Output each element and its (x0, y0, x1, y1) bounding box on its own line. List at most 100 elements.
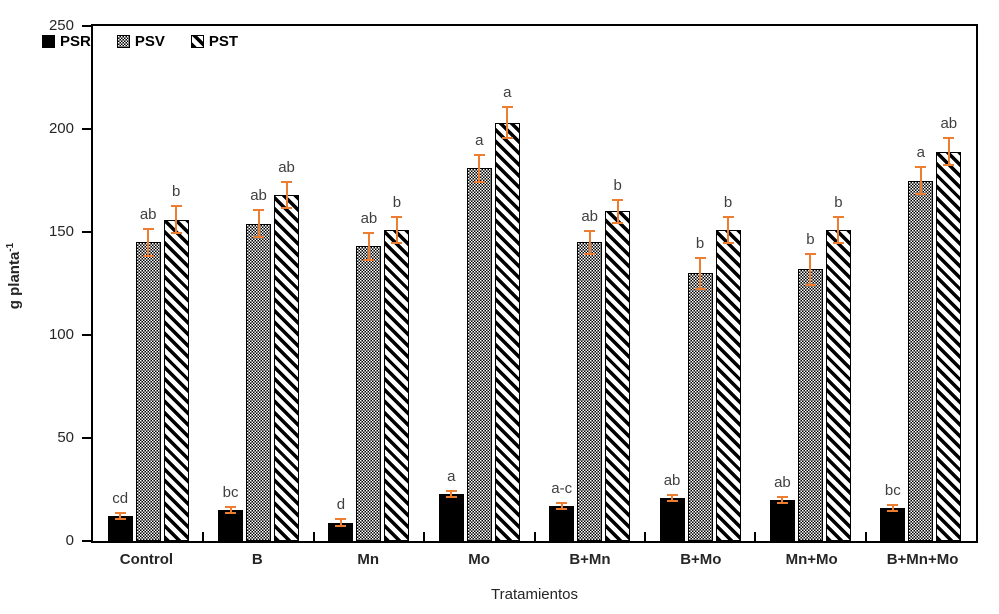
x-axis-category-labels: Control B Mn Mo B+Mn B+Mo Mn+Mo B+Mn+Mo (91, 551, 978, 568)
bar-slot-PSR-Mn: d (328, 26, 354, 541)
psr-swatch-icon (42, 35, 55, 48)
sig-letter-PST-Mn: b (392, 193, 402, 211)
sig-letter-PST-B+Mn: b (613, 177, 622, 194)
bar-PST-Control (163, 219, 189, 541)
error-bar-PST-Mo (501, 106, 513, 140)
y-axis-title-superscript: -1 (5, 242, 16, 252)
bar-group-Mn: d ab b (314, 26, 424, 541)
error-cap-bottom (391, 242, 403, 245)
sig-letter-PSV-Mn: ab (360, 210, 378, 227)
error-line (588, 230, 591, 255)
legend: PSR PSV PST (42, 33, 238, 50)
bar-slot-PSR-B+Mn: a-c (549, 26, 575, 541)
bar-PSR-B+Mn (549, 506, 575, 541)
legend-item-pst: PST (190, 33, 238, 50)
error-bar-PST-B+Mn+Mo (943, 137, 955, 167)
legend-item-psr: PSR (42, 33, 91, 50)
bar-slot-PST-B+Mn+Mo: ab (936, 26, 962, 541)
legend-item-psv: PSV (116, 33, 165, 50)
sig-letter-PST-Control: b (172, 183, 181, 201)
bar-slot-PST-Mo: a (494, 26, 520, 541)
bar-group-Mn+Mo: ab b b (755, 26, 865, 541)
bar-PSR-B+Mo (659, 497, 685, 541)
bar-slot-PSV-Mn+Mo: b (797, 26, 823, 541)
error-cap-bottom (363, 258, 375, 261)
bar-slot-PSR-Mn+Mo: ab (769, 26, 795, 541)
bar-slot-PSV-B+Mn: ab (577, 26, 603, 541)
bar-PSR-B (218, 510, 244, 541)
y-axis-tick (82, 128, 91, 130)
error-cap-bottom (253, 236, 265, 239)
y-axis-label-50: 50 (57, 429, 74, 446)
bar-PSV-Mn (356, 246, 382, 541)
bar-PSV-Control (135, 242, 161, 541)
bar-slot-PSV-B+Mn+Mo: a (908, 26, 934, 541)
bar-PST-Mn+Mo (825, 229, 851, 541)
sig-letter-PSV-B+Mo: b (695, 234, 705, 252)
error-cap-bottom (832, 242, 844, 245)
bar-slot-PSV-B: ab (246, 26, 272, 541)
error-bar-PSV-Mn (363, 232, 375, 261)
error-bar-PSR-B+Mo (666, 493, 678, 502)
error-cap-bottom (473, 180, 485, 183)
y-axis-label-150: 150 (48, 223, 74, 240)
bar-PSR-Mo (438, 493, 464, 541)
error-bar-PSV-B+Mn+Mo (915, 166, 927, 195)
bar-slot-PSV-B+Mo: b (687, 26, 713, 541)
bar-slot-PST-Mn: b (384, 26, 410, 541)
bar-PSV-B+Mo (687, 273, 713, 541)
error-line (339, 518, 342, 527)
error-line (257, 209, 260, 239)
error-bar-PST-B+Mo (722, 215, 734, 245)
bar-slot-PST-B+Mo: b (715, 26, 741, 541)
bar-PSV-Mn+Mo (797, 269, 823, 541)
error-bar-PSV-Mo (473, 153, 485, 183)
sig-letter-PST-Mn+Mo: b (834, 193, 843, 211)
error-cap-bottom (943, 164, 955, 167)
error-cap-bottom (114, 518, 126, 521)
error-cap-bottom (584, 252, 596, 255)
sig-letter-PSV-Mn+Mo: b (806, 230, 815, 248)
x-axis-tick (754, 532, 757, 541)
error-bar-PSR-Mn (335, 518, 347, 527)
bar-slot-PSV-Mo: a (466, 26, 492, 541)
error-cap-bottom (666, 499, 678, 502)
bar-slot-PSV-Mn: ab (356, 26, 382, 541)
error-bar-PSV-B (253, 209, 265, 239)
bar-PSV-Mo (466, 168, 492, 541)
sig-letter-PST-Mo: a (503, 84, 512, 102)
bar-PST-Mn (384, 229, 410, 541)
sig-letter-PST-B: ab (278, 158, 295, 176)
bar-slot-PST-Control: b (163, 26, 189, 541)
bar-PST-B+Mn+Mo (936, 151, 962, 541)
error-line (450, 489, 453, 498)
error-line (478, 153, 481, 183)
x-category-label-Control: Control (119, 551, 174, 568)
x-category-label-B+Mo: B+Mo (680, 551, 722, 568)
bar-group-B: bc ab ab (203, 26, 313, 541)
y-axis-label-100: 100 (48, 326, 74, 343)
sig-letter-PSR-B+Mn+Mo: bc (884, 481, 901, 499)
bar-slot-PSV-Control: ab (135, 26, 161, 541)
bar-PSV-B+Mn (577, 242, 603, 541)
error-cap-bottom (694, 287, 706, 290)
x-axis-tick (533, 532, 536, 541)
pst-swatch-icon (190, 35, 204, 48)
sig-letter-PSR-Mn+Mo: ab (774, 473, 791, 491)
error-line (781, 495, 784, 504)
error-line (699, 256, 702, 290)
sig-letter-PSR-B+Mo: ab (663, 471, 681, 489)
bar-group-B+Mo: ab b b (645, 26, 755, 541)
bar-slot-PSR-B: bc (218, 26, 244, 541)
error-cap-bottom (501, 137, 513, 140)
error-bar-PSR-Mo (445, 489, 457, 498)
y-axis-title-text: g planta (6, 251, 23, 310)
bar-PSR-Mn (328, 522, 354, 541)
error-cap-bottom (445, 495, 457, 498)
sig-letter-PSV-Control: ab (139, 205, 157, 223)
x-axis-tick (423, 532, 426, 541)
bar-PSR-Control (107, 516, 133, 541)
bar-slot-PSR-Control: cd (107, 26, 133, 541)
bar-PSR-B+Mn+Mo (880, 508, 906, 541)
